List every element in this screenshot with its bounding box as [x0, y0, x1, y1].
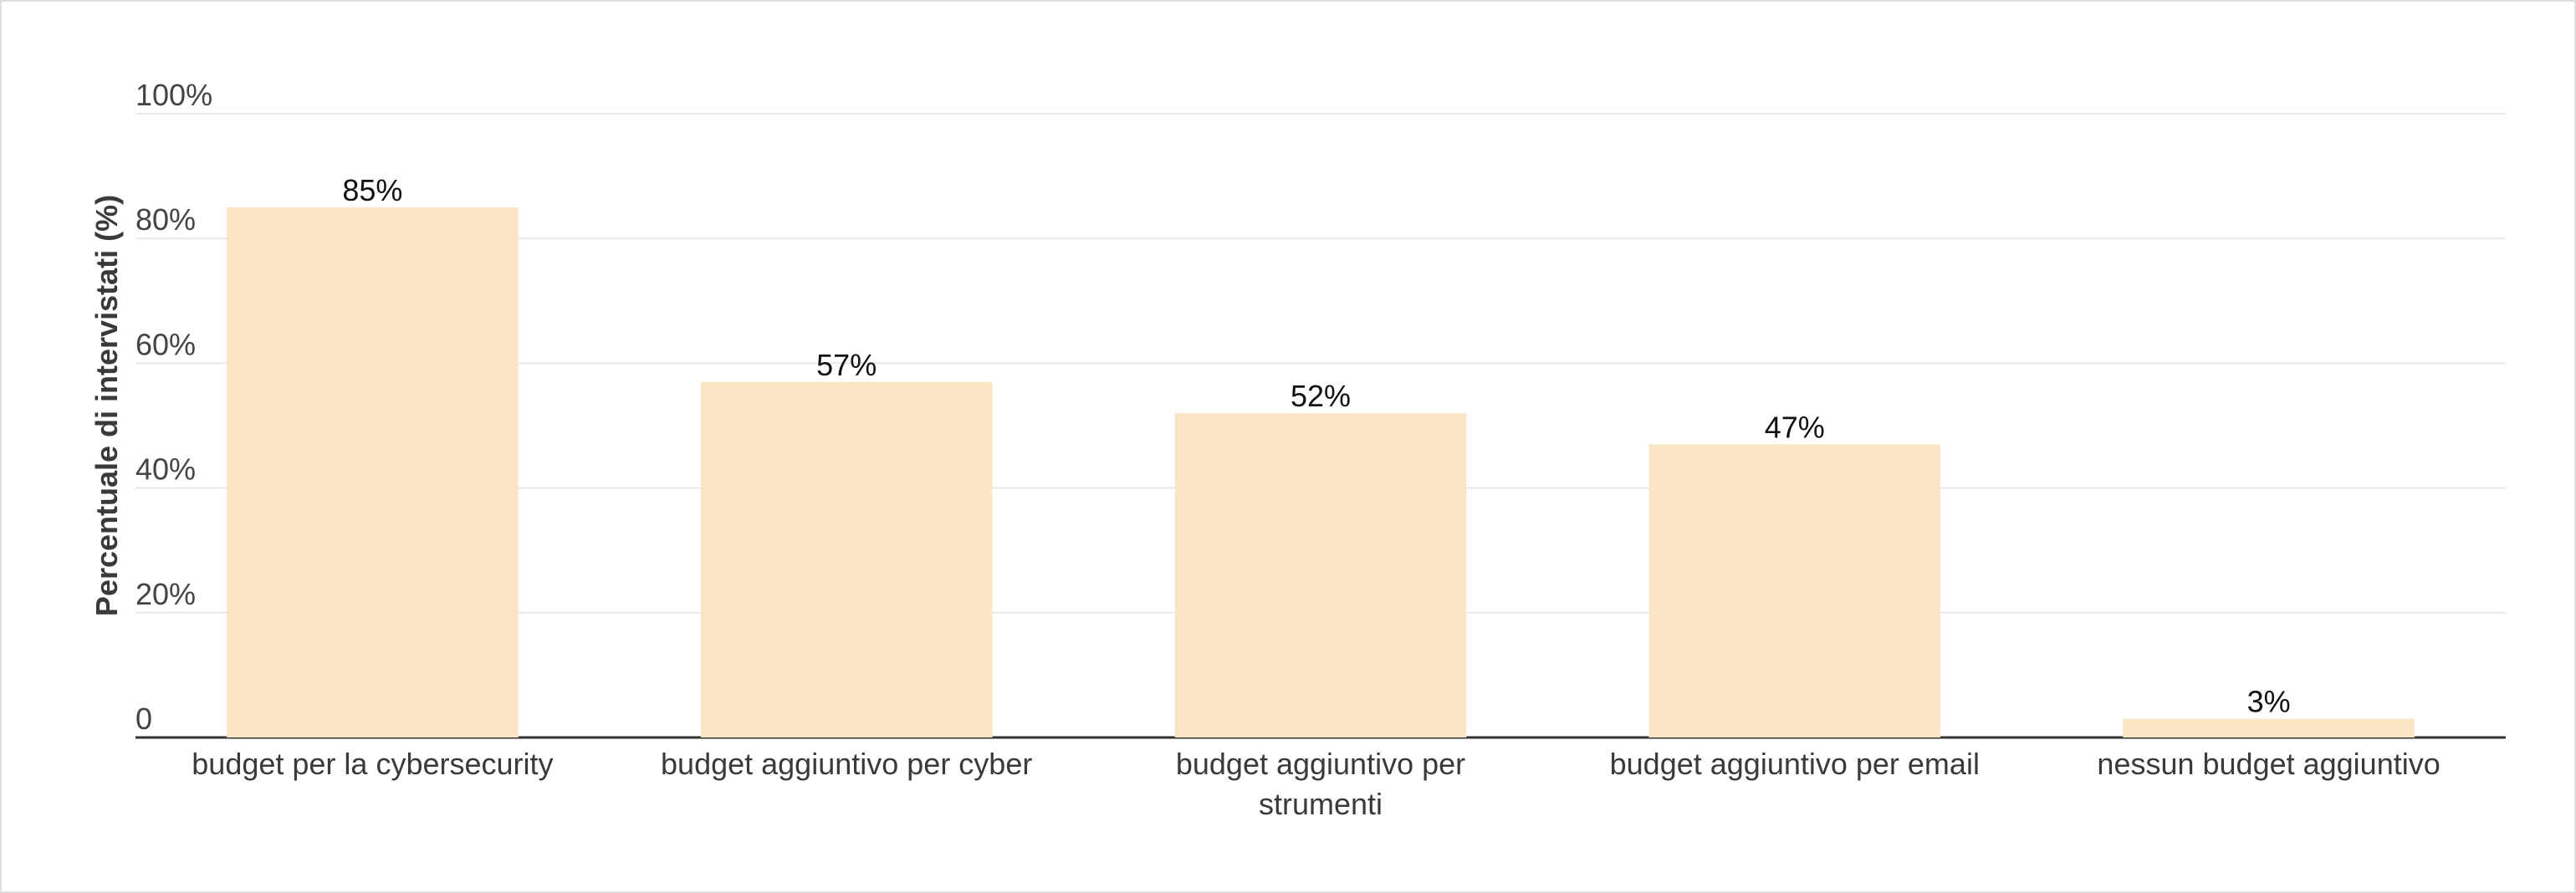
bar: [1648, 444, 1941, 737]
x-tick-label: strumenti: [1259, 787, 1383, 821]
bar: [2123, 718, 2415, 737]
bar: [227, 207, 519, 737]
y-tick-label: 0: [135, 702, 152, 736]
bars: [227, 207, 2415, 737]
data-label: 57%: [816, 348, 877, 382]
y-tick-label: 60%: [135, 327, 196, 361]
x-tick-label: budget aggiuntivo per email: [1610, 747, 1980, 781]
y-axis-title: Percentuale di intervistati (%): [89, 195, 124, 616]
x-tick-label: budget aggiuntivo per: [1176, 747, 1465, 781]
y-tick-label: 100%: [135, 78, 212, 112]
data-label: 3%: [2247, 685, 2291, 719]
bar: [1174, 413, 1467, 737]
y-tick-label: 20%: [135, 577, 196, 611]
y-tick-label: 80%: [135, 202, 196, 237]
bar: [700, 381, 993, 737]
x-tick-label: budget aggiuntivo per cyber: [661, 747, 1032, 781]
y-tick-label: 40%: [135, 452, 196, 487]
data-label: 85%: [342, 173, 402, 207]
data-label: 52%: [1291, 379, 1351, 413]
data-label: 47%: [1765, 410, 1825, 444]
x-tick-label: nessun budget aggiuntivo: [2097, 747, 2440, 781]
x-tick-label: budget per la cybersecurity: [192, 747, 553, 781]
labels: 0 20% 40% 60% 80% 100% 85% budget per la cybers…: [135, 78, 2441, 821]
